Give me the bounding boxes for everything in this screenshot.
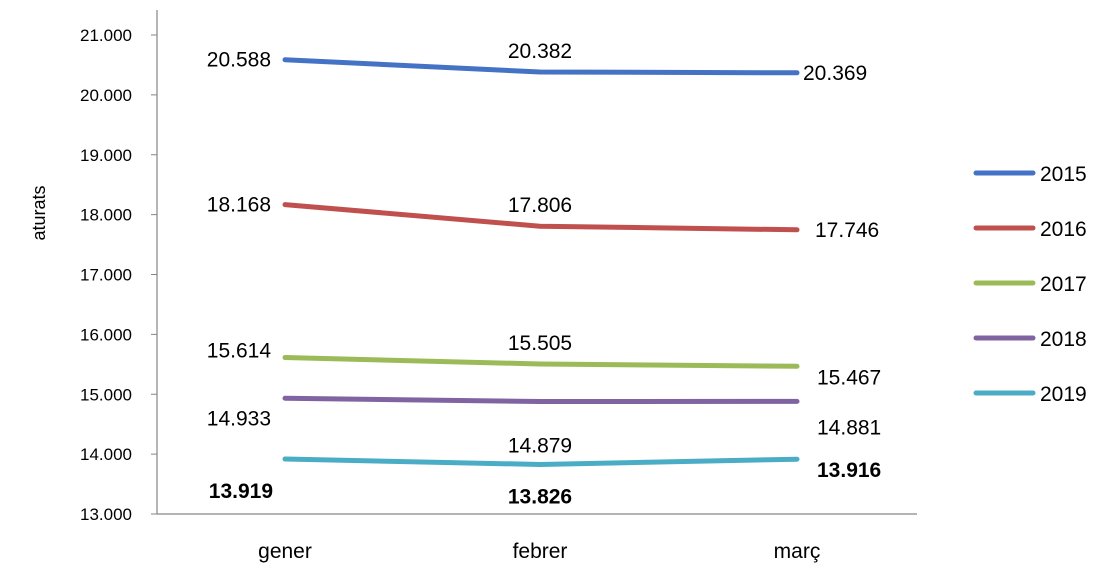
data-labels: 20.588 20.382 20.369 18.168 17.806 17.746 15.6…: [207, 40, 881, 509]
data-label-2015: 20.369: [803, 62, 867, 85]
axes: 13.000 14.000 15.000 16.000 17.000 18.000 19.0…: [80, 10, 917, 563]
data-label-2015: 20.588: [207, 49, 271, 72]
legend-label-2017: 2017: [1040, 273, 1087, 296]
y-tick-label: 20.000: [80, 86, 132, 105]
data-label-2016: 18.168: [207, 194, 271, 217]
y-tick-label: 16.000: [80, 325, 132, 344]
data-label-2017: 15.614: [207, 339, 272, 362]
legend: 2015 2016 2017 2018 2019: [973, 163, 1087, 406]
series-line-2017: [282, 355, 800, 369]
y-tick-label: 13.000: [80, 505, 132, 524]
y-tick-label: 21.000: [80, 26, 132, 45]
legend-label-2019: 2019: [1040, 383, 1087, 406]
series-line-2018: [282, 395, 800, 404]
legend-label-2018: 2018: [1040, 328, 1087, 351]
data-label-2018: 14.933: [207, 407, 271, 430]
y-tick-label: 18.000: [80, 206, 132, 225]
legend-label-2016: 2016: [1040, 218, 1087, 241]
data-label-2016: 17.746: [815, 219, 879, 242]
data-label-2017: 15.467: [817, 366, 881, 389]
data-label-2019: 13.826: [508, 486, 572, 509]
data-label-2019: 13.916: [817, 459, 881, 482]
x-tick-label: febrer: [513, 540, 568, 563]
data-label-2019: 13.919: [209, 480, 273, 503]
y-tick-label: 17.000: [80, 266, 132, 285]
y-tick-label: 19.000: [80, 146, 132, 165]
x-tick-label: març: [774, 540, 821, 563]
legend-label-2015: 2015: [1040, 163, 1087, 186]
y-axis-title: aturats: [29, 185, 49, 240]
series-line-2016: [282, 202, 800, 233]
series-line-2015: [282, 57, 800, 76]
series-line-2019: [282, 456, 800, 467]
data-label-2015: 20.382: [508, 40, 572, 63]
data-label-2018: 14.881: [817, 416, 881, 439]
y-tick-label: 15.000: [80, 385, 132, 404]
x-tick-label: gener: [258, 540, 312, 563]
data-label-2018: 14.879: [508, 434, 572, 457]
data-label-2017: 15.505: [508, 332, 572, 355]
y-tick-label: 14.000: [80, 445, 132, 464]
data-label-2016: 17.806: [508, 194, 572, 217]
series-lines: [282, 57, 800, 467]
